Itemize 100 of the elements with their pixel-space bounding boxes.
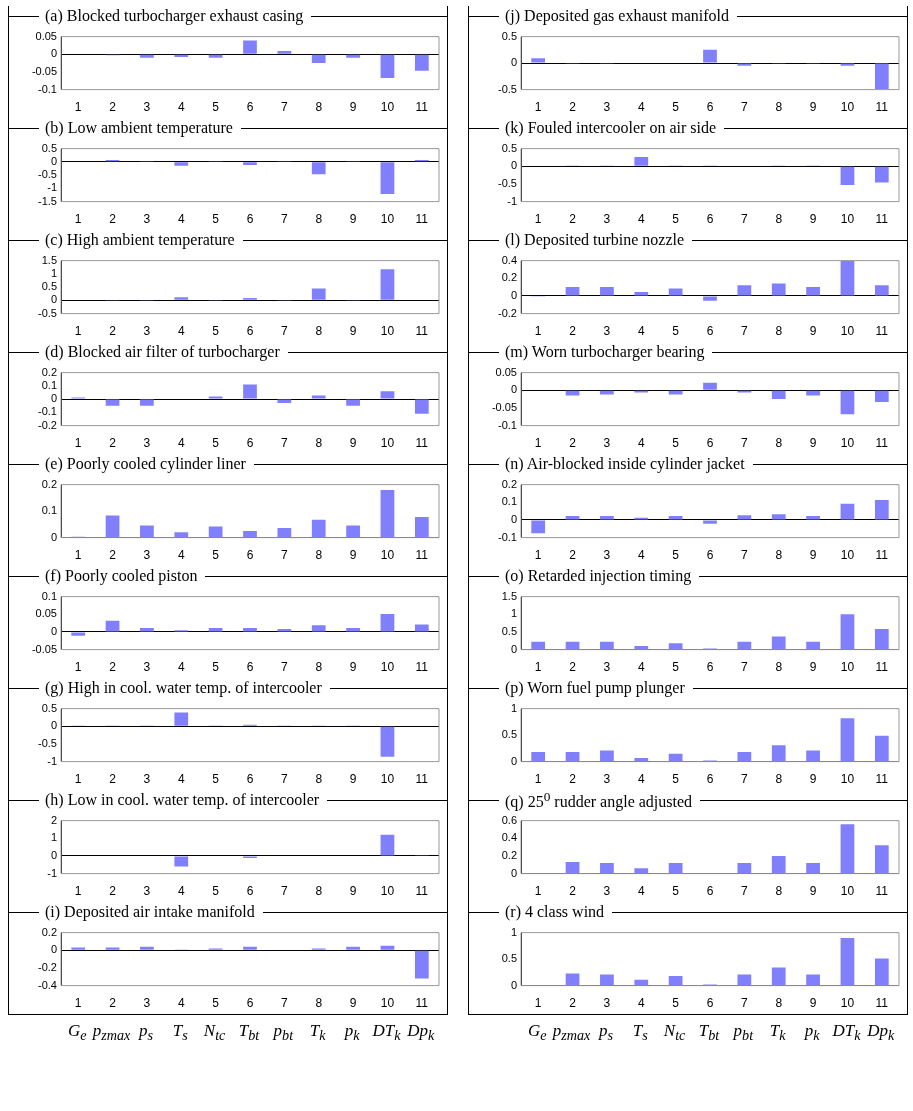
y-tick-label: 0 bbox=[50, 154, 57, 167]
x-tick-label: 1 bbox=[74, 436, 82, 451]
x-tick-label: 1 bbox=[74, 212, 82, 227]
text: T$_{k}$ bbox=[769, 1021, 786, 1045]
x-tick-label: 6 bbox=[246, 436, 254, 451]
x-tick-label: 9 bbox=[349, 660, 357, 675]
bar bbox=[840, 166, 855, 185]
y-tick-label: 1.5 bbox=[41, 253, 57, 266]
x-tick-label: 3 bbox=[143, 996, 151, 1011]
y-tick-label: 0.2 bbox=[501, 848, 517, 861]
x-tick-label: 11 bbox=[875, 996, 889, 1011]
y-tick-label: -0.5 bbox=[498, 82, 517, 95]
x-tick-label: 3 bbox=[603, 660, 611, 675]
x-tick-label: 10 bbox=[840, 884, 855, 899]
y-tick-label: -0.2 bbox=[38, 960, 57, 973]
y-tick-label: -0.05 bbox=[31, 64, 57, 77]
x-tick-label: 10 bbox=[380, 548, 395, 563]
y-tick-label: -1.5 bbox=[38, 194, 57, 207]
bar bbox=[531, 752, 546, 762]
bar bbox=[565, 287, 580, 296]
x-tick-label: 2 bbox=[109, 660, 117, 675]
y-tick-label: -0.1 bbox=[498, 418, 517, 431]
x-tick-label: 10 bbox=[380, 324, 395, 339]
bar bbox=[311, 395, 326, 399]
x-tick-label: 4 bbox=[177, 660, 185, 675]
bar bbox=[140, 525, 154, 538]
x-tick-label: 1 bbox=[534, 436, 542, 451]
x-tick-label: 8 bbox=[775, 100, 783, 115]
text: T$_{k}$ bbox=[309, 1021, 326, 1045]
x-tick-label: 5 bbox=[212, 436, 220, 451]
x-tick-label: 6 bbox=[246, 884, 254, 899]
x-tick-label: 10 bbox=[380, 436, 395, 451]
bar bbox=[565, 973, 580, 986]
bar bbox=[277, 528, 292, 538]
x-tick-label: 2 bbox=[109, 548, 117, 563]
x-tick-label: 10 bbox=[840, 548, 855, 563]
bar bbox=[174, 532, 189, 538]
bar bbox=[71, 632, 86, 636]
x-tick-label: 7 bbox=[281, 212, 289, 227]
x-tick-label: 5 bbox=[212, 884, 220, 899]
x-tick-label: 7 bbox=[741, 660, 749, 675]
x-tick-label: 4 bbox=[637, 212, 645, 227]
x-tick-label: 11 bbox=[415, 996, 429, 1011]
y-tick-label: -0.5 bbox=[38, 168, 57, 181]
x-tick-label: 4 bbox=[637, 772, 645, 787]
chart-title: (d) Blocked air filter of turbocharger bbox=[45, 342, 280, 362]
y-tick-label: 1 bbox=[510, 607, 517, 620]
y-tick-label: 0.05 bbox=[35, 607, 57, 620]
x-tick-label: 8 bbox=[775, 324, 783, 339]
x-tick-label: 5 bbox=[212, 660, 220, 675]
bar bbox=[874, 845, 889, 874]
text: G$_{e}$ bbox=[67, 1021, 87, 1045]
bar bbox=[311, 625, 326, 632]
x-tick-label: 5 bbox=[672, 772, 680, 787]
x-tick-label: 1 bbox=[74, 772, 82, 787]
x-tick-label: 6 bbox=[246, 100, 254, 115]
y-tick-label: 0.6 bbox=[501, 813, 517, 826]
y-tick-label: 1 bbox=[510, 925, 517, 938]
x-tick-label: 5 bbox=[672, 996, 680, 1011]
bar bbox=[380, 834, 395, 856]
bar bbox=[874, 499, 889, 520]
x-tick-label: 10 bbox=[380, 996, 395, 1011]
text: T$_{s}$ bbox=[172, 1021, 188, 1045]
bar bbox=[634, 646, 649, 650]
y-tick-label: 0 bbox=[510, 866, 517, 879]
text: T$_{bt}$ bbox=[238, 1021, 260, 1045]
x-tick-label: 2 bbox=[569, 660, 577, 675]
y-tick-label: 0.5 bbox=[501, 728, 517, 741]
y-tick-label: 0 bbox=[510, 512, 517, 525]
x-tick-label: 2 bbox=[569, 436, 577, 451]
bar bbox=[208, 54, 223, 58]
x-tick-label: 5 bbox=[212, 100, 220, 115]
x-tick-label: 7 bbox=[741, 324, 749, 339]
y-tick-label: 0 bbox=[50, 530, 57, 543]
bar bbox=[277, 51, 292, 54]
x-tick-label: 9 bbox=[809, 548, 817, 563]
x-tick-label: 7 bbox=[281, 436, 289, 451]
x-tick-label: 2 bbox=[569, 324, 577, 339]
x-tick-label: 8 bbox=[315, 324, 323, 339]
x-tick-label: 1 bbox=[74, 324, 82, 339]
x-tick-label: 9 bbox=[349, 436, 357, 451]
y-tick-label: 0 bbox=[510, 978, 517, 991]
x-tick-label: 8 bbox=[315, 100, 323, 115]
y-tick-label: -0.1 bbox=[498, 530, 517, 543]
bar bbox=[243, 530, 257, 538]
x-tick-label: 11 bbox=[875, 436, 889, 451]
y-tick-label: 0 bbox=[510, 56, 517, 69]
bar bbox=[311, 288, 326, 300]
x-tick-label: 7 bbox=[281, 884, 289, 899]
x-tick-label: 6 bbox=[706, 324, 714, 339]
x-tick-label: 2 bbox=[569, 212, 577, 227]
bar bbox=[840, 614, 855, 650]
y-tick-label: -0.4 bbox=[38, 978, 57, 991]
bar bbox=[414, 399, 429, 414]
bar bbox=[874, 958, 889, 986]
y-tick-label: -1 bbox=[47, 181, 57, 194]
y-tick-label: 0.4 bbox=[501, 253, 517, 266]
x-tick-label: 4 bbox=[637, 324, 645, 339]
x-tick-label: 6 bbox=[246, 548, 254, 563]
bar bbox=[771, 855, 786, 874]
